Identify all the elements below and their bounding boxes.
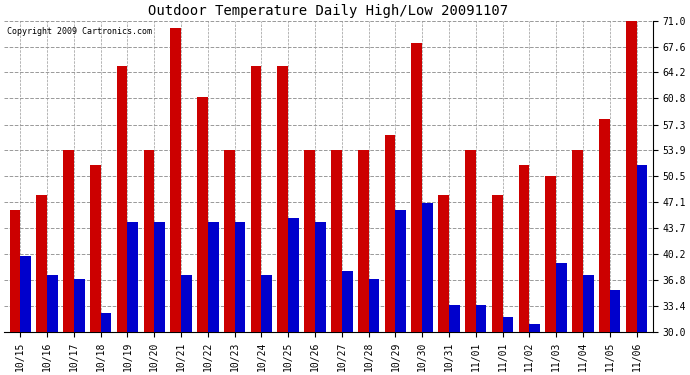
Bar xyxy=(47,275,58,332)
Title: Outdoor Temperature Daily High/Low 20091107: Outdoor Temperature Daily High/Low 20091… xyxy=(148,4,509,18)
Bar xyxy=(637,165,647,332)
Bar xyxy=(422,203,433,332)
Bar xyxy=(235,222,246,332)
Bar xyxy=(342,271,353,332)
Bar xyxy=(599,119,610,332)
Bar xyxy=(358,150,368,332)
Bar xyxy=(411,44,422,332)
Bar xyxy=(529,324,540,332)
Bar xyxy=(395,210,406,332)
Bar xyxy=(545,176,556,332)
Bar xyxy=(144,150,155,332)
Bar xyxy=(170,28,181,332)
Bar xyxy=(449,305,460,332)
Bar xyxy=(37,195,47,332)
Bar xyxy=(128,222,138,332)
Bar xyxy=(572,150,583,332)
Bar xyxy=(90,165,101,332)
Bar xyxy=(315,222,326,332)
Bar xyxy=(277,66,288,332)
Bar xyxy=(74,279,85,332)
Bar xyxy=(63,150,74,332)
Bar xyxy=(583,275,593,332)
Bar xyxy=(492,195,502,332)
Bar xyxy=(288,218,299,332)
Bar xyxy=(250,66,262,332)
Bar xyxy=(465,150,476,332)
Bar xyxy=(197,97,208,332)
Bar xyxy=(208,222,219,332)
Bar xyxy=(101,313,111,332)
Bar xyxy=(519,165,529,332)
Bar xyxy=(262,275,272,332)
Bar xyxy=(502,316,513,332)
Bar xyxy=(155,222,165,332)
Text: Copyright 2009 Cartronics.com: Copyright 2009 Cartronics.com xyxy=(8,27,152,36)
Bar xyxy=(368,279,380,332)
Bar xyxy=(304,150,315,332)
Bar xyxy=(20,256,31,332)
Bar xyxy=(476,305,486,332)
Bar xyxy=(181,275,192,332)
Bar xyxy=(438,195,449,332)
Bar xyxy=(626,21,637,332)
Bar xyxy=(224,150,235,332)
Bar xyxy=(610,290,620,332)
Bar xyxy=(117,66,128,332)
Bar xyxy=(331,150,342,332)
Bar xyxy=(384,135,395,332)
Bar xyxy=(556,264,567,332)
Bar xyxy=(10,210,20,332)
